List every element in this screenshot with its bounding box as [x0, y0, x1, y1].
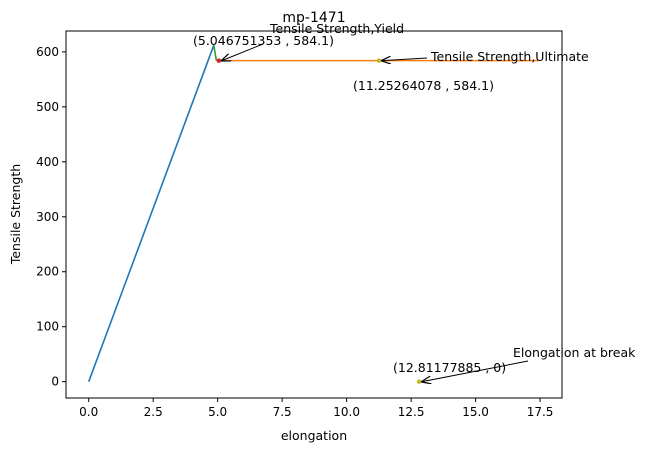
- x-tick-label: 15.0: [462, 405, 489, 419]
- annotation-label: Elongation at break: [513, 345, 636, 360]
- y-axis-ticks: 0 100 200 300 400 500 600: [36, 45, 66, 389]
- x-tick-label: 12.5: [398, 405, 425, 419]
- y-tick-label: 500: [36, 100, 59, 114]
- data-point-marker: [376, 58, 382, 63]
- annotation-label: Tensile Strength,Yield: [269, 21, 404, 36]
- chart-title: mp-1471: [282, 10, 345, 26]
- x-tick-label: 7.5: [273, 405, 292, 419]
- annotation-arrow: [382, 58, 428, 61]
- annotation-coordinates: (5.046751353 , 584.1): [193, 33, 334, 48]
- x-axis-ticks: 0.0 2.5 5.0 7.5 10.0 12.5 15.0 17.5: [79, 398, 553, 419]
- y-axis-label: Tensile Strength: [8, 164, 23, 265]
- y-tick-label: 100: [36, 320, 59, 334]
- y-tick-label: 400: [36, 155, 59, 169]
- plot-area: [66, 31, 562, 398]
- x-axis-label: elongation: [281, 428, 347, 443]
- annotation-layer: Tensile Strength,Yield(5.046751353 , 584…: [193, 21, 636, 382]
- x-tick-label: 17.5: [527, 405, 554, 419]
- y-tick-label: 300: [36, 210, 59, 224]
- data-point-marker: [216, 58, 222, 63]
- x-tick-label: 5.0: [208, 405, 227, 419]
- annotation-coordinates: (11.25264078 , 584.1): [353, 78, 494, 93]
- series-line: [213, 45, 218, 61]
- annotation-label: Tensile Strength,Ultimate: [430, 49, 589, 64]
- y-tick-label: 600: [36, 45, 59, 59]
- y-tick-label: 0: [51, 375, 59, 389]
- annotation-arrow: [222, 43, 264, 61]
- x-tick-label: 2.5: [144, 405, 163, 419]
- series-line: [87, 45, 215, 382]
- x-tick-label: 10.0: [333, 405, 360, 419]
- data-point-marker: [416, 379, 422, 384]
- x-tick-label: 0.0: [79, 405, 98, 419]
- annotation-arrow: [422, 360, 529, 382]
- plot-frame: [65, 30, 563, 399]
- y-tick-label: 200: [36, 265, 59, 279]
- marker-layer: [216, 58, 422, 384]
- annotation-coordinates: (12.81177885 , 0): [393, 360, 506, 375]
